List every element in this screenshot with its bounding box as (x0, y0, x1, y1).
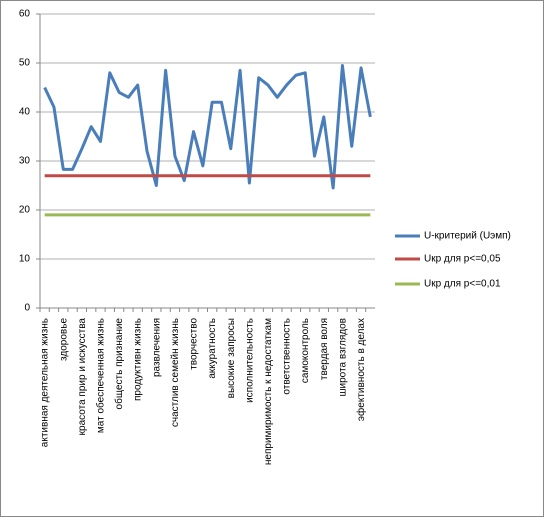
x-tick-label: высокие запросы (226, 318, 237, 398)
x-tick-label: творчество (189, 318, 200, 370)
series-line (43, 63, 372, 190)
y-tick-label: 20 (19, 205, 31, 216)
x-tick-label: непримиримость к недостаткам (263, 318, 274, 465)
x-tick-label: самоконтроль (300, 318, 311, 383)
y-tick-label: 60 (19, 9, 31, 20)
x-tick-label: аккуратность (207, 318, 218, 379)
legend-label: Uкр для р<=0,01 (424, 279, 501, 290)
legend-label: Uкр для р<=0,05 (424, 254, 501, 265)
x-tick-label: ответственность (282, 318, 293, 395)
y-tick-label: 50 (19, 58, 31, 69)
x-tick-label: продуктивн жизнь (133, 318, 144, 401)
x-tick-label: широта взглядов (337, 318, 348, 397)
x-tick-label: твердая воля (319, 318, 330, 380)
x-tick-label: активная деятельная жизнь (40, 318, 51, 447)
x-tick-label: развлечения (151, 318, 162, 377)
x-tick-label: исполнительность (244, 318, 255, 403)
y-tick-label: 0 (24, 303, 30, 314)
x-tick-label: красота прир и искусства (77, 318, 88, 436)
x-tick-label: мат обеспеченная жизнь (94, 318, 106, 433)
x-tick-label: общесть признание (113, 318, 125, 410)
x-tick-label: здоровье (58, 318, 69, 361)
y-tick-label: 30 (19, 156, 31, 167)
legend-label: U-критерий (Uэмп) (424, 231, 511, 242)
x-tick-label: эфективность в делах (355, 318, 367, 421)
x-tick-label: счастлив семейн жизнь (170, 318, 181, 427)
y-tick-label: 40 (19, 107, 31, 118)
y-tick-label: 10 (19, 254, 31, 265)
